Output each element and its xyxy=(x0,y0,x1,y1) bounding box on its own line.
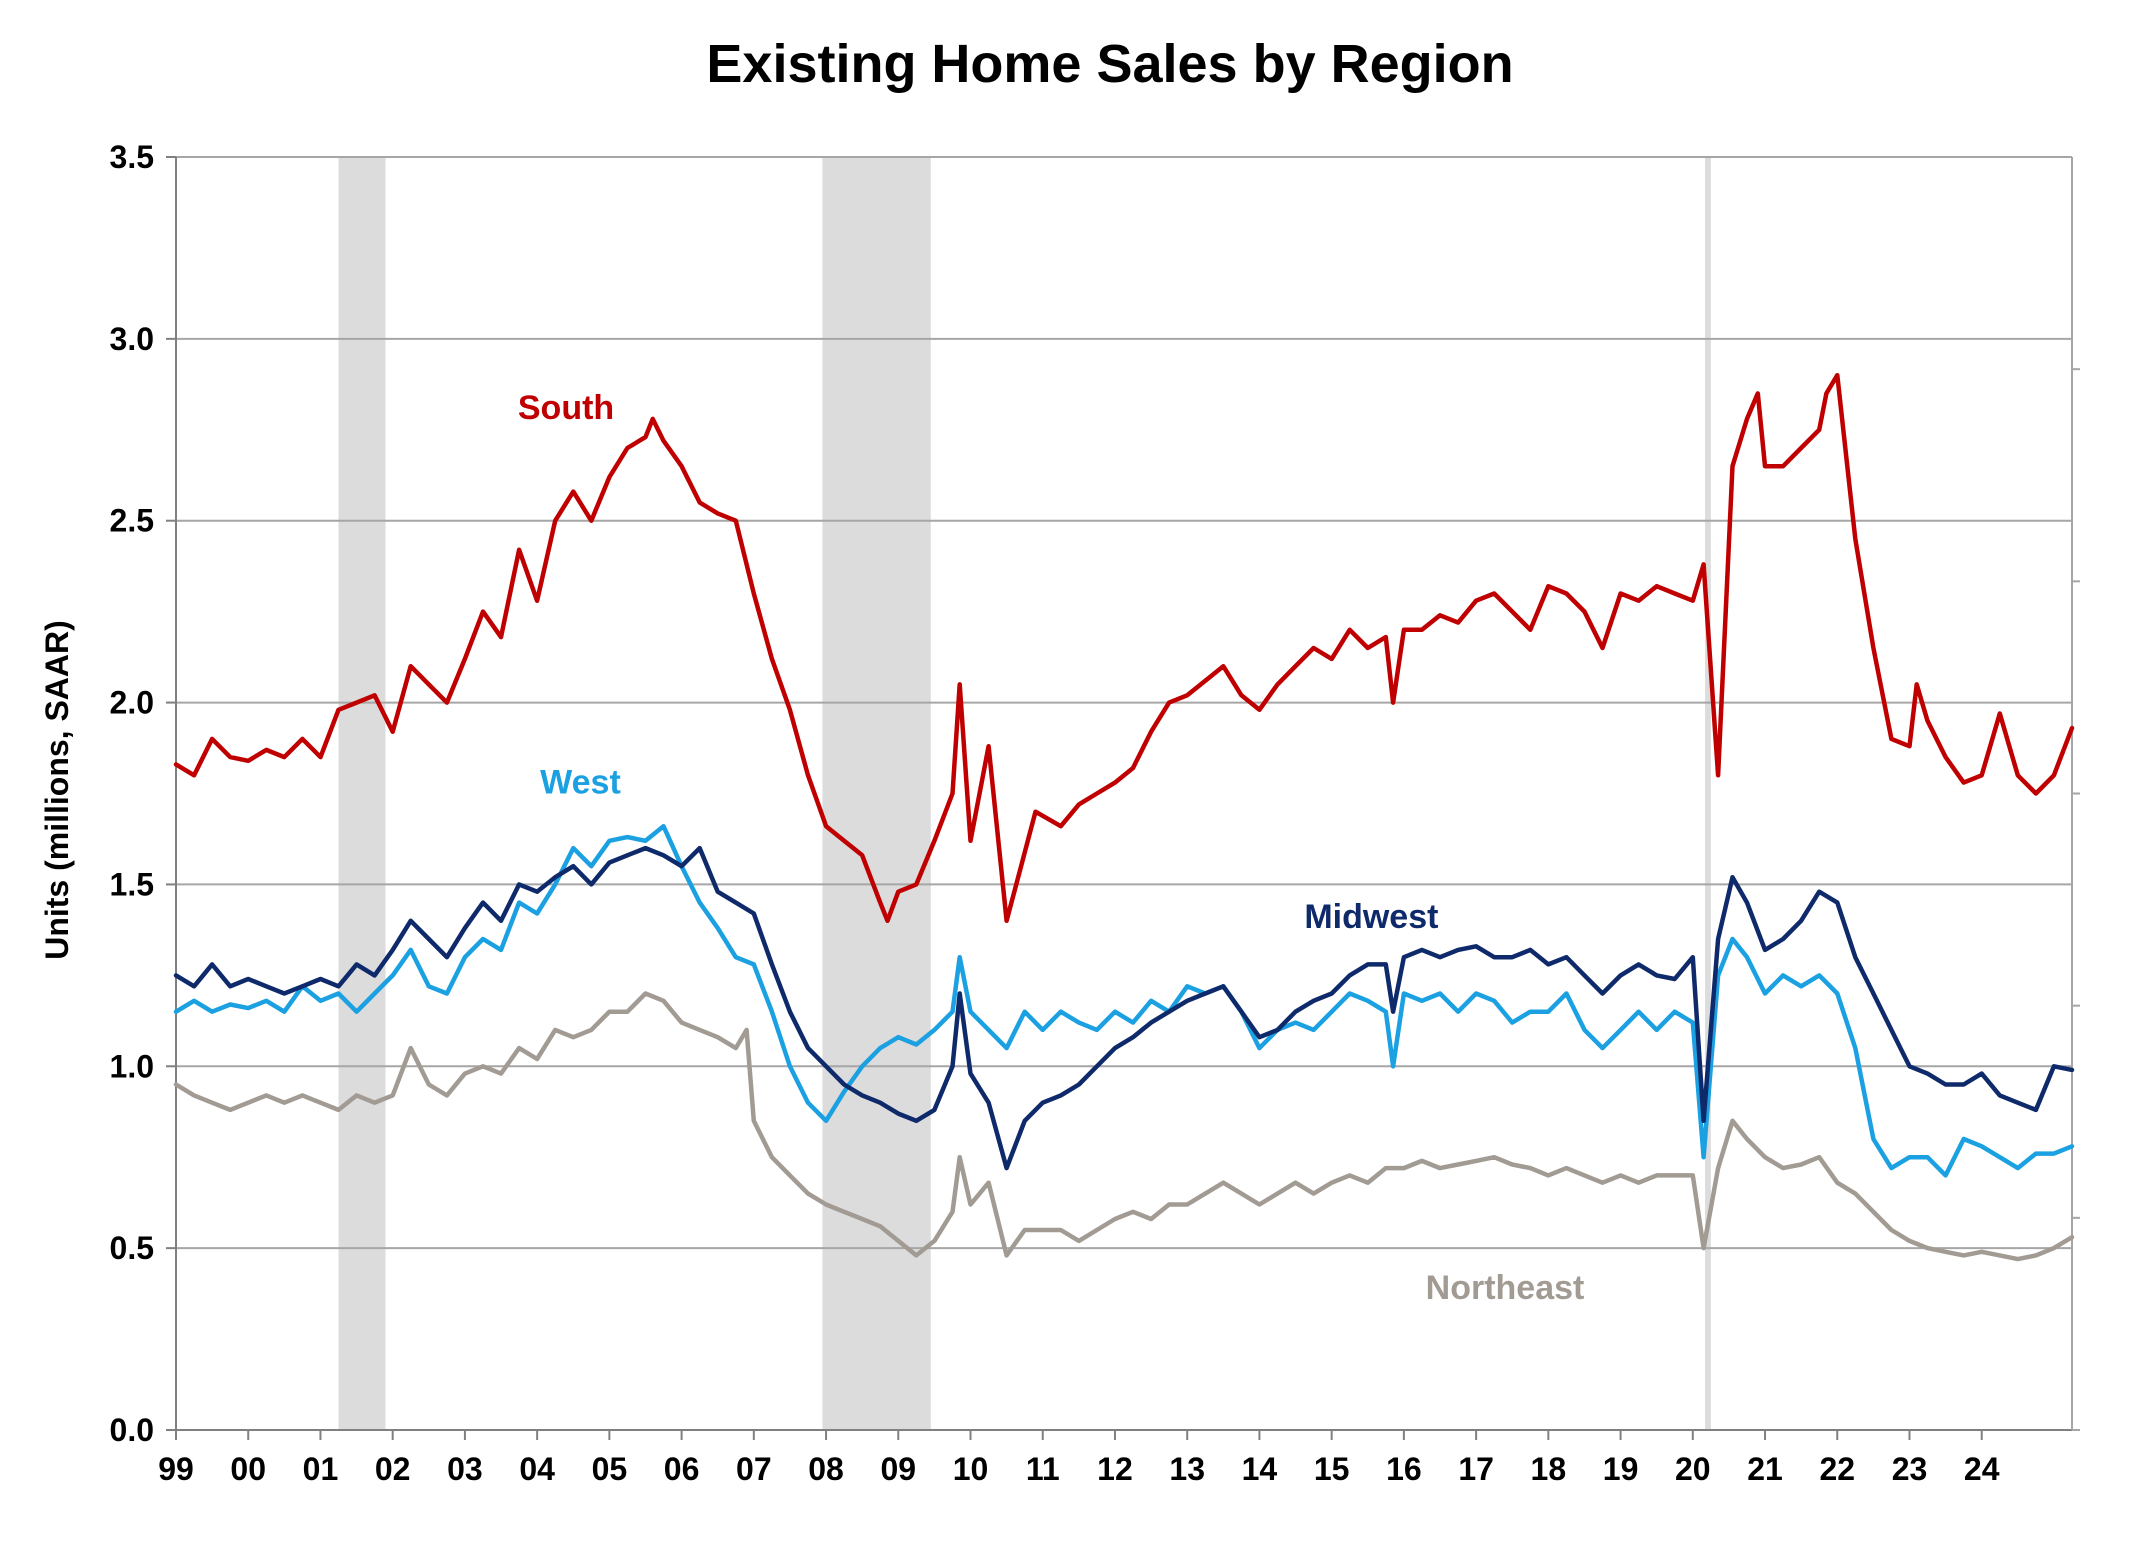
series-label-midwest: Midwest xyxy=(1304,898,1438,936)
x-tick-label: 18 xyxy=(1531,1451,1567,1487)
y-tick-label: 3.0 xyxy=(110,321,154,357)
x-tick-label: 10 xyxy=(953,1451,989,1487)
x-tick-label: 08 xyxy=(808,1451,844,1487)
y-tick-label: 1.5 xyxy=(110,866,154,902)
recession-band-1 xyxy=(338,157,386,1430)
x-tick-label: 05 xyxy=(592,1451,628,1487)
series-label-south: South xyxy=(518,389,614,427)
x-tick-label: 03 xyxy=(447,1451,483,1487)
y-tick-label: 1.0 xyxy=(110,1048,154,1084)
series-line-northeast xyxy=(173,991,2075,1262)
x-tick-label: 00 xyxy=(230,1451,266,1487)
series-line-midwest xyxy=(173,845,2075,1171)
x-tick-label: 01 xyxy=(303,1451,339,1487)
x-tick-label: 24 xyxy=(1964,1451,2000,1487)
x-tick-label: 16 xyxy=(1386,1451,1422,1487)
y-tick-label: 2.5 xyxy=(110,503,154,539)
recession-bands xyxy=(338,157,1711,1430)
x-tick-label: 11 xyxy=(1026,1451,1060,1487)
x-tick-label: 14 xyxy=(1242,1451,1278,1487)
series-labels: South West Midwest Northeast xyxy=(518,389,1584,1307)
x-tick-label: 04 xyxy=(519,1451,555,1487)
axes xyxy=(175,157,2073,1431)
x-tick-label: 15 xyxy=(1314,1451,1350,1487)
tick-labels: 0.0 0.5 1.0 1.5 2.0 2.5 3.0 3.5 99 00 01 02 03 04 05 06… xyxy=(110,139,2080,1487)
x-tick-label: 09 xyxy=(880,1451,916,1487)
y-tick-label: 3.5 xyxy=(110,139,154,175)
series-label-northeast: Northeast xyxy=(1426,1269,1585,1307)
y-axis-label: Units (millions, SAAR) xyxy=(39,620,75,960)
x-tick-label: 02 xyxy=(375,1451,411,1487)
x-tick-label: 99 xyxy=(158,1451,194,1487)
x-tick-label: 06 xyxy=(664,1451,700,1487)
x-tick-label: 22 xyxy=(1819,1451,1855,1487)
x-tick-label: 21 xyxy=(1747,1451,1783,1487)
x-tick-label: 12 xyxy=(1097,1451,1133,1487)
chart-title: Existing Home Sales by Region xyxy=(706,34,1513,94)
series-lines xyxy=(173,372,2075,1262)
gridlines xyxy=(176,156,2072,1250)
recession-band-3 xyxy=(1705,157,1711,1430)
x-tick-label: 23 xyxy=(1892,1451,1928,1487)
x-tick-label: 13 xyxy=(1169,1451,1205,1487)
x-tick-label: 19 xyxy=(1603,1451,1639,1487)
x-tick-label: 17 xyxy=(1458,1451,1494,1487)
series-line-south xyxy=(173,372,2075,924)
series-line-west xyxy=(173,823,2075,1178)
x-tick-label: 20 xyxy=(1675,1451,1711,1487)
y-tick-label: 2.0 xyxy=(110,685,154,721)
recession-band-2 xyxy=(822,157,931,1430)
y-tick-label: 0.0 xyxy=(110,1412,154,1448)
y-tick-label: 0.5 xyxy=(110,1230,154,1266)
x-tick-label: 07 xyxy=(736,1451,772,1487)
series-label-west: West xyxy=(540,764,621,802)
